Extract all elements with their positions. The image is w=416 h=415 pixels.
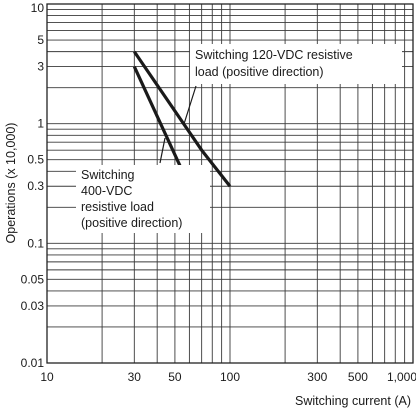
x-tick-label: 50 (168, 370, 182, 384)
x-tick-label: 10 (40, 370, 54, 384)
annotations: Switching 120-VDC resistive load (positiv… (76, 44, 402, 233)
annotation-text: (positive direction) (81, 216, 182, 230)
y-tick-label: 0.1 (27, 236, 44, 250)
x-tick-labels: 10 30 50 100 300 500 1,000 (40, 370, 416, 384)
y-tick-label: 0.03 (21, 299, 45, 313)
annotation-text: 400-VDC (81, 184, 132, 198)
y-tick-label: 0.5 (27, 153, 44, 167)
x-tick-label: 300 (307, 370, 327, 384)
annotation-leader (183, 85, 197, 125)
x-tick-label: 30 (128, 370, 142, 384)
y-tick-label: 1 (37, 117, 44, 131)
y-tick-label: 3 (37, 60, 44, 74)
annotation-leader (159, 137, 166, 164)
annotation-text: load (positive direction) (195, 65, 324, 79)
y-tick-label: 5 (37, 33, 44, 47)
x-tick-label: 500 (348, 370, 368, 384)
annotation-box (76, 165, 210, 233)
annotation-text: resistive load (81, 200, 154, 214)
y-tick-label: 0.05 (21, 272, 45, 286)
y-axis-label: Operations (x 10,000) (4, 123, 18, 244)
x-tick-label: 100 (220, 370, 240, 384)
annotation-text: Switching (81, 168, 135, 182)
annotation-text: Switching 120-VDC resistive (195, 48, 353, 62)
y-tick-label: 0.01 (21, 356, 45, 370)
x-axis-label: Switching current (A) (295, 394, 411, 408)
y-tick-label: 0.3 (27, 179, 44, 193)
plot-frame (46, 3, 414, 364)
x-tick-label: 1,000 (387, 370, 416, 384)
annotation-box (190, 44, 402, 84)
y-tick-label: 10 (31, 1, 45, 15)
y-tick-labels: 10 5 3 1 0.5 0.3 0.1 0.05 0.03 0.01 (21, 1, 45, 370)
series-line-1 (132, 50, 232, 188)
annotation-leaders (159, 85, 197, 164)
